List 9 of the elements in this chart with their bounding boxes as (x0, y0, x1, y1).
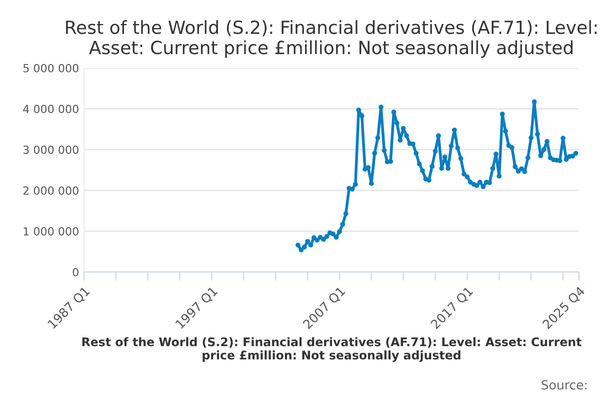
y-tick-label: 5 000 000 (23, 64, 78, 72)
y-tick-label: 4 000 000 (23, 104, 78, 114)
source-note: Source: (542, 380, 587, 390)
chart-title: Rest of the World (S.2): Financial derivatives (AF.71): Level: Asset: Current price £million: Not seasonally adjusted (66, 20, 597, 58)
y-tick-label: 2 000 000 (23, 186, 78, 195)
x-axis-title: Rest of the World (S.2): Financial derivatives (AF.71): Level: Asset: Current price £million: Not seasonally adjusted (82, 337, 582, 362)
y-tick-label: 0 (72, 268, 78, 276)
y-tick-label: 3 000 000 (23, 146, 78, 154)
y-tick-label: 1 000 000 (24, 227, 78, 236)
